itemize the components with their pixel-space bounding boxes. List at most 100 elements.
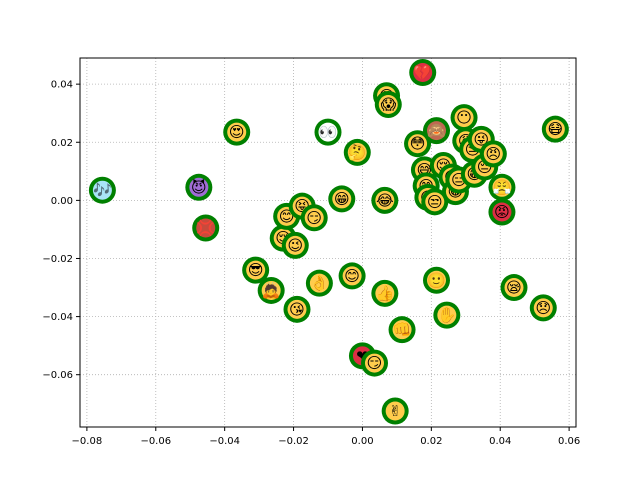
point-emoji: 😍 — [229, 123, 245, 141]
point-emoji: 😈 — [191, 178, 207, 196]
point-emoji: 💢 — [196, 219, 215, 237]
point-fill — [285, 235, 305, 255]
emoji-point: 😳 — [404, 130, 432, 158]
x-tick-label: 0.02 — [420, 436, 442, 447]
emoji-point: 😍 — [223, 118, 251, 146]
point-fill — [365, 353, 384, 373]
y-tick-label: −0.06 — [42, 370, 73, 381]
point-emoji: 😤 — [493, 178, 512, 196]
point-fill — [261, 280, 281, 300]
emoji-point: 👊 — [388, 316, 416, 344]
emoji-point: 😎 — [242, 256, 270, 284]
point-emoji: 😪 — [506, 279, 522, 297]
emoji-point: ✌ — [381, 397, 409, 425]
point-fill — [483, 144, 503, 164]
emoji-point: 😷 — [541, 115, 569, 143]
emoji-point: 😂 — [371, 186, 399, 214]
x-tick-label: 0.00 — [351, 436, 373, 447]
point-fill — [332, 189, 352, 209]
point-fill — [318, 122, 338, 142]
point-fill — [413, 63, 433, 83]
emoji-point: 😉 — [281, 231, 309, 259]
x-axis: −0.08 −0.06 −0.04 −0.02 0.00 0.02 0.04 0.06 — [72, 427, 580, 447]
point-fill — [287, 299, 307, 319]
point-emoji: 🤔 — [348, 143, 367, 161]
x-tick-label: −0.08 — [72, 436, 103, 447]
emoji-point: 😊 — [338, 262, 366, 290]
point-fill — [375, 190, 395, 210]
point-fill — [246, 260, 266, 280]
point-emoji: 🙇 — [262, 281, 281, 299]
emoji-point: 😘 — [283, 295, 311, 323]
plot-background — [80, 58, 576, 427]
y-tick-label: 0.02 — [51, 138, 73, 149]
emoji-point: 😞 — [529, 294, 557, 322]
point-fill — [92, 180, 112, 200]
point-emoji: 😏 — [367, 354, 383, 372]
y-axis: −0.06 −0.04 −0.02 0.00 0.02 0.04 — [42, 80, 80, 381]
point-emoji: 🎶 — [93, 181, 112, 199]
emoji-point: 😈 — [185, 173, 213, 201]
point-emoji: 👌 — [310, 274, 329, 292]
emoji-point: 👍 — [371, 279, 399, 307]
point-emoji: 😊 — [344, 267, 360, 285]
x-tick-label: −0.04 — [209, 436, 240, 447]
emoji-point: 🙈 — [423, 117, 450, 145]
point-emoji: 👀 — [319, 123, 338, 141]
point-emoji: 😳 — [410, 135, 426, 153]
point-emoji: ✋ — [437, 306, 456, 324]
emoji-point: 💢 — [192, 214, 220, 242]
point-emoji: 👊 — [393, 321, 412, 339]
point-fill — [492, 202, 512, 222]
point-fill — [309, 273, 329, 293]
point-fill — [427, 121, 446, 141]
emoji-point: 😏 — [300, 204, 328, 232]
point-fill — [408, 134, 428, 154]
point-fill — [392, 320, 412, 340]
point-fill — [427, 270, 446, 290]
point-fill — [437, 305, 457, 325]
point-fill — [304, 208, 324, 228]
x-tick-label: −0.06 — [140, 436, 171, 447]
emoji-point: ✋ — [433, 301, 461, 329]
point-fill — [492, 177, 512, 197]
emoji-point: 😁 — [328, 185, 356, 213]
emoji-point: 😪 — [500, 274, 528, 302]
point-fill — [196, 218, 216, 238]
point-fill — [425, 192, 445, 212]
point-emoji: 😎 — [248, 261, 264, 279]
point-fill — [347, 142, 367, 162]
emoji-point: 😱 — [374, 90, 402, 118]
point-emoji: 🙂 — [427, 271, 446, 289]
emoji-point: 😡 — [488, 198, 516, 226]
plot-frame — [79, 57, 577, 428]
x-tick-label: −0.02 — [278, 436, 309, 447]
point-emoji: 😒 — [427, 193, 443, 211]
point-fill — [454, 108, 474, 128]
emoji-point: 💔 — [409, 59, 437, 87]
point-emoji: 😞 — [535, 299, 551, 317]
point-fill — [378, 94, 398, 114]
point-fill — [533, 298, 553, 318]
emoji-point: 🤔 — [343, 138, 371, 166]
point-emoji: 😘 — [289, 300, 305, 318]
y-tick-label: 0.04 — [51, 80, 73, 91]
x-tick-label: 0.06 — [558, 436, 580, 447]
point-emoji: 😉 — [287, 236, 303, 254]
point-fill — [375, 283, 395, 303]
emoji-point: 😠 — [479, 140, 507, 168]
x-tick-label: 0.04 — [489, 436, 511, 447]
point-emoji: 😂 — [376, 191, 394, 209]
emoji-point: 🙇 — [257, 276, 285, 304]
emoji-point: 🎶 — [88, 176, 116, 204]
emoji-point: 😤 — [488, 173, 516, 201]
point-emoji: 😏 — [306, 209, 322, 227]
point-emoji: 👍 — [375, 284, 394, 302]
point-fill — [227, 122, 247, 142]
point-emoji: 😶 — [456, 109, 472, 127]
point-fill — [342, 266, 362, 286]
point-fill — [385, 401, 405, 421]
point-emoji: 🙈 — [427, 122, 446, 140]
emoji-point: 😶 — [450, 104, 478, 132]
